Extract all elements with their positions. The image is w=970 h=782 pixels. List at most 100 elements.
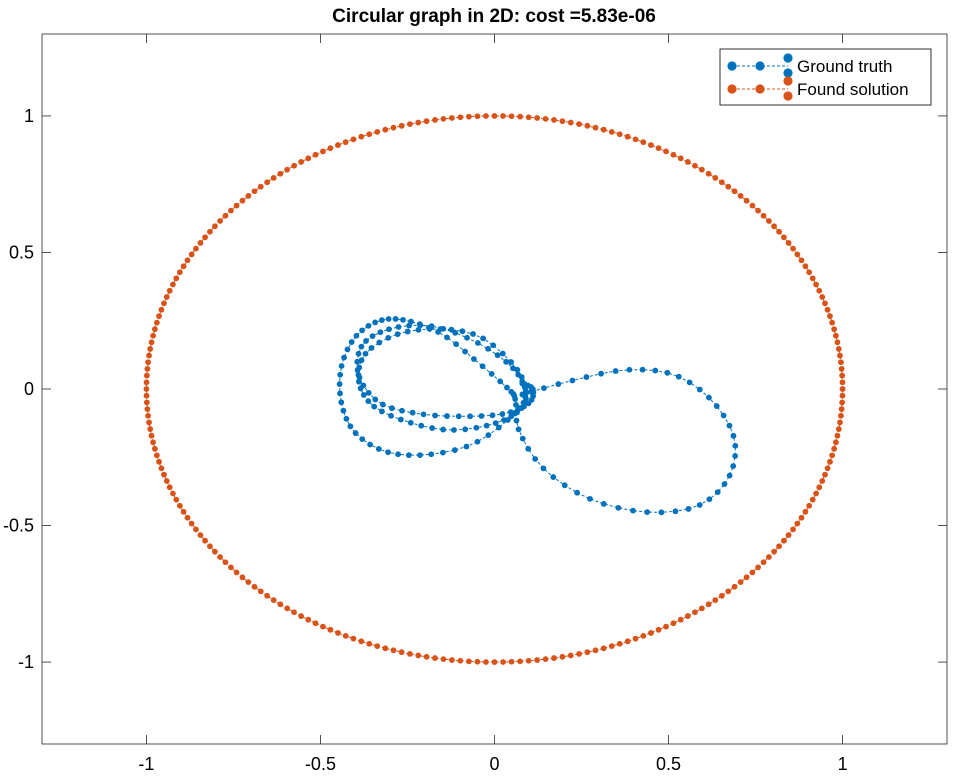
series-1-point xyxy=(483,422,490,429)
series-2-point xyxy=(170,281,176,288)
series-2-point xyxy=(737,579,744,585)
series-2-point xyxy=(222,559,229,566)
series-2-point xyxy=(284,166,291,173)
series-2-point xyxy=(147,346,154,352)
y-tick-label: -1 xyxy=(18,652,34,672)
series-2-point xyxy=(448,115,455,121)
series-2-point xyxy=(776,543,782,550)
legend-marker xyxy=(727,61,737,71)
series-1-point xyxy=(417,452,423,459)
series-2-point xyxy=(819,478,826,484)
series-2-point xyxy=(202,234,208,241)
series-2-point xyxy=(755,207,761,214)
series-2-point xyxy=(398,122,405,129)
series-1-point xyxy=(644,509,651,515)
series-2-point xyxy=(197,532,204,538)
series-2-point xyxy=(794,251,801,258)
series-2-point xyxy=(483,659,489,665)
series-1-point xyxy=(583,374,590,380)
series-1-point xyxy=(507,409,514,416)
series-1-point xyxy=(514,366,521,373)
series-2-point xyxy=(655,626,662,633)
series-2-point xyxy=(423,118,430,125)
series-2-point xyxy=(163,294,170,300)
series-2-point xyxy=(692,162,698,169)
series-1-point xyxy=(495,424,502,431)
series-2-point xyxy=(170,490,176,497)
series-2-point xyxy=(350,635,357,642)
series-2-point xyxy=(534,115,541,121)
series-1-point xyxy=(672,508,679,515)
series-2-point xyxy=(771,223,777,230)
series-1-point xyxy=(418,422,425,429)
series-2-point xyxy=(144,366,151,372)
series-2-point xyxy=(180,508,187,515)
series-2-point xyxy=(725,183,732,190)
series-1 xyxy=(336,316,739,516)
series-1-point xyxy=(440,426,446,433)
series-1-point xyxy=(359,436,366,443)
series-2-point xyxy=(176,502,183,509)
series-2-point xyxy=(731,583,738,590)
series-1-point xyxy=(485,432,492,439)
series-2-point xyxy=(677,155,684,162)
series-1-point xyxy=(652,367,659,374)
series-2-point xyxy=(491,659,498,665)
series-2-point xyxy=(193,526,199,533)
series-2-point xyxy=(197,240,204,246)
series-2-point xyxy=(440,656,447,663)
series-1-point xyxy=(630,507,636,514)
series-2-point xyxy=(640,139,647,146)
series-1-point xyxy=(385,334,392,341)
ticks-layer: -1 -0.5 0 0.5 1 1 0.5 0 -0.5 -1 xyxy=(3,34,947,774)
series-1-point xyxy=(337,390,343,397)
series-1-point xyxy=(347,423,354,430)
series-1-point xyxy=(451,447,458,453)
series-2-point xyxy=(600,126,607,133)
series-2-point xyxy=(150,332,157,339)
series-2-point xyxy=(500,113,506,119)
series-2-point xyxy=(239,197,246,204)
series-1-point xyxy=(356,374,363,381)
chart-title: Circular graph in 2D: cost =5.83e-06 xyxy=(332,6,656,27)
series-2-point xyxy=(802,508,809,515)
series-2-point xyxy=(228,564,234,571)
series-1-point xyxy=(732,442,739,449)
series-1-point xyxy=(639,366,646,373)
legend-marker xyxy=(727,84,737,94)
series-2-point xyxy=(837,419,843,426)
series-2-point xyxy=(327,626,334,633)
series-2-point xyxy=(567,119,574,126)
series-2-point xyxy=(838,406,845,412)
series-2-point xyxy=(335,142,341,148)
series-1-point xyxy=(489,412,496,419)
series-1-point xyxy=(348,339,355,345)
series-1-point xyxy=(598,370,604,377)
legend-box xyxy=(719,48,932,106)
legend-marker xyxy=(755,61,765,71)
legend-marker xyxy=(783,91,793,101)
series-2-point xyxy=(251,583,258,590)
series-1-point xyxy=(494,352,501,359)
series-1-point xyxy=(706,496,713,503)
series-1-point xyxy=(336,381,343,387)
series-1-point xyxy=(626,366,633,373)
series-2-point xyxy=(153,452,160,459)
series-1-point xyxy=(501,417,507,423)
series-1-point xyxy=(354,358,361,365)
series-1-point xyxy=(523,390,529,397)
series-1-point xyxy=(369,333,376,340)
series-1-point xyxy=(714,489,721,495)
series-2-point xyxy=(525,657,532,664)
series-2-point xyxy=(839,399,846,406)
series-1-point xyxy=(375,446,382,452)
series-2-point xyxy=(156,313,162,320)
series-2-point xyxy=(161,300,167,307)
series-2-point xyxy=(212,548,218,555)
series-2-point xyxy=(374,643,381,650)
series-2-point xyxy=(827,313,833,320)
series-2-point xyxy=(158,465,165,472)
series-1-point xyxy=(515,406,521,413)
series-2-point xyxy=(624,638,631,645)
series-2-point xyxy=(781,537,787,544)
